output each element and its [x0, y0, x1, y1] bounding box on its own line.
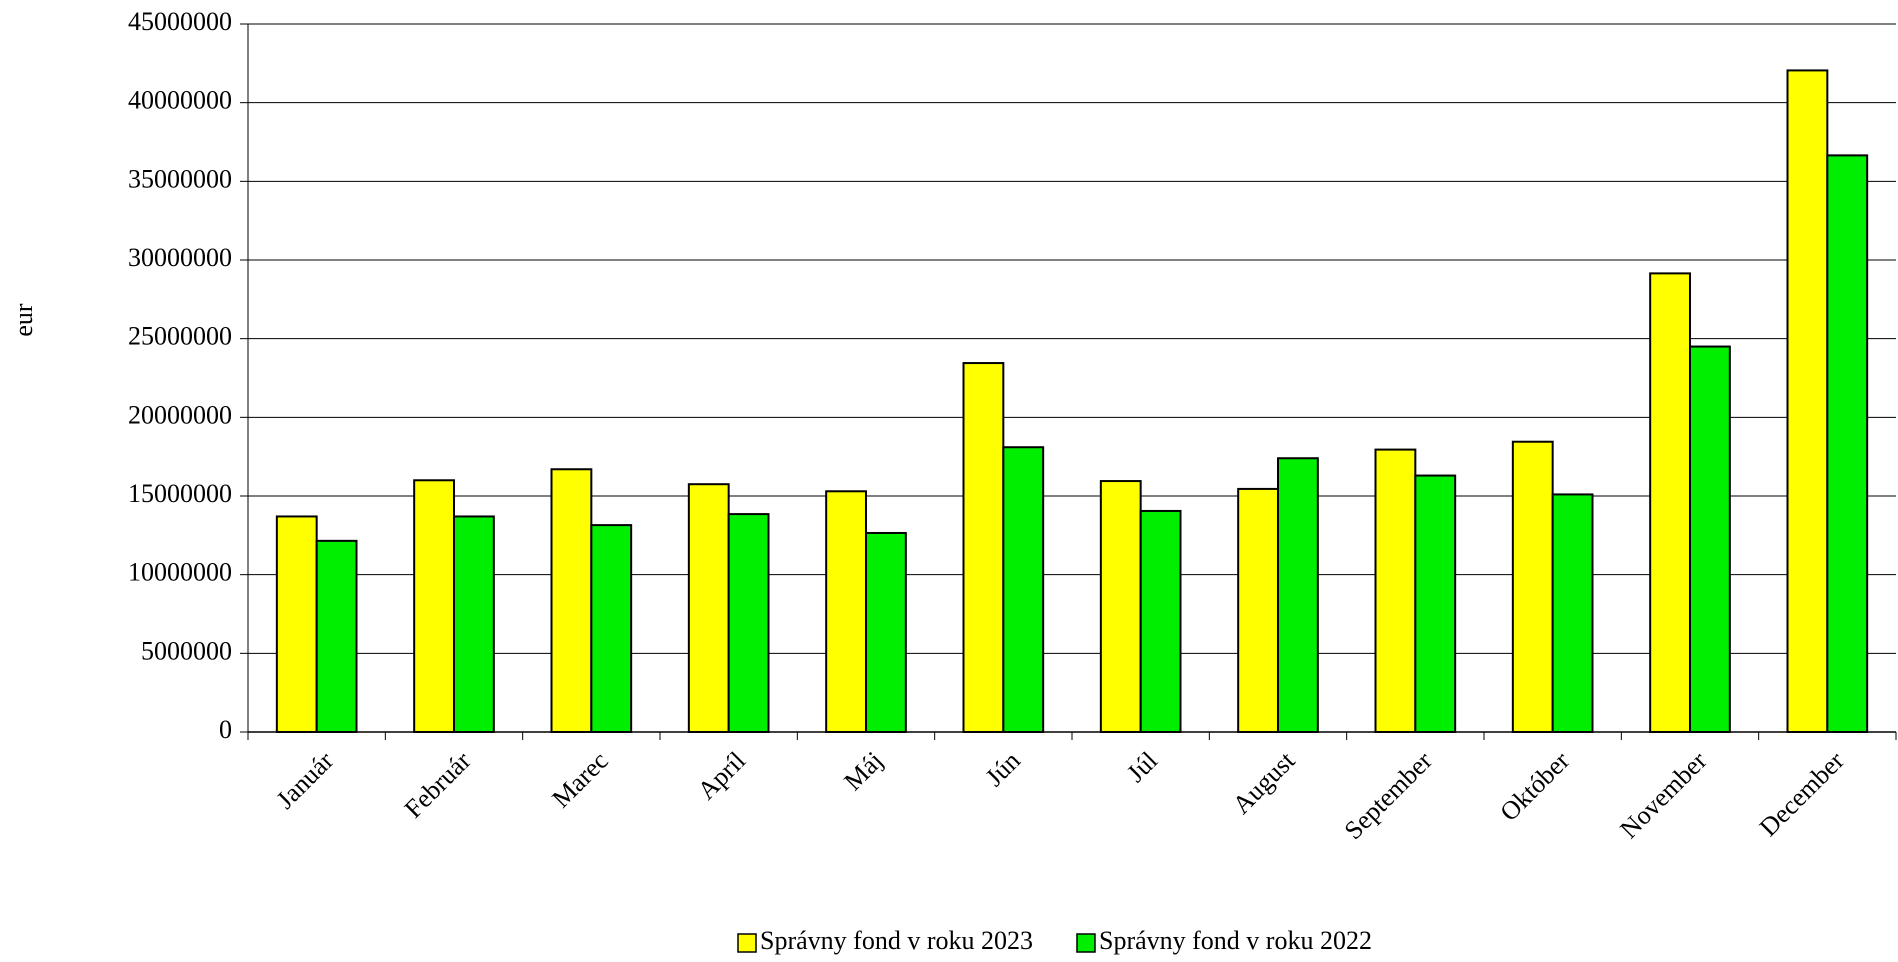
x-tick-label: Máj: [838, 746, 888, 796]
bar: [1649, 272, 1692, 733]
x-tick-label: September: [1339, 746, 1438, 845]
y-tick-label: 5000000: [141, 636, 232, 665]
x-tick-label: August: [1227, 745, 1301, 819]
bar: [453, 515, 495, 733]
bar: [550, 468, 593, 733]
x-tick-label: Marec: [546, 746, 613, 813]
y-tick-label: 15000000: [128, 479, 232, 508]
x-tick-label: Október: [1494, 746, 1575, 827]
bar: [962, 362, 1005, 733]
y-tick-label: 30000000: [128, 243, 232, 272]
bar: [727, 513, 770, 733]
y-tick-label: 35000000: [128, 164, 232, 193]
bar: [825, 490, 868, 733]
bar: [1099, 480, 1142, 734]
bar: [1374, 448, 1417, 733]
bar: [687, 483, 730, 734]
bar: [1786, 69, 1829, 733]
y-tick-label: 0: [219, 715, 232, 744]
y-axis-label: eur: [9, 303, 38, 337]
bar: [1139, 509, 1182, 733]
bar: [1511, 440, 1554, 733]
x-tick-label: Február: [399, 746, 477, 824]
bar: [315, 539, 358, 734]
bar: [1551, 493, 1594, 733]
legend-swatch: [1076, 933, 1096, 953]
x-tick-label: Apríl: [692, 746, 751, 805]
x-tick-label: December: [1754, 746, 1850, 842]
bar: [590, 524, 633, 734]
bar: [1277, 457, 1319, 733]
x-tick-label: November: [1614, 746, 1712, 844]
legend-label: Správny fond v roku 2023: [760, 926, 1033, 955]
y-tick-label: 40000000: [128, 86, 232, 115]
bar: [1002, 446, 1045, 733]
y-tick-label: 10000000: [128, 558, 232, 587]
bar: [413, 479, 456, 733]
y-tick-label: 20000000: [128, 400, 232, 429]
legend-swatch: [737, 933, 757, 953]
bar: [1237, 487, 1280, 734]
y-tick-label: 45000000: [128, 7, 232, 36]
bar: [1826, 154, 1869, 733]
y-tick-label: 25000000: [128, 322, 232, 351]
x-tick-label: Júl: [1121, 746, 1163, 788]
bar: [1414, 474, 1457, 733]
legend-label: Správny fond v roku 2022: [1099, 926, 1372, 955]
x-tick-label: Január: [271, 746, 340, 815]
bar: [275, 515, 318, 733]
bar: [865, 531, 907, 733]
bar: [1689, 345, 1731, 733]
x-tick-label: Jún: [980, 746, 1026, 792]
